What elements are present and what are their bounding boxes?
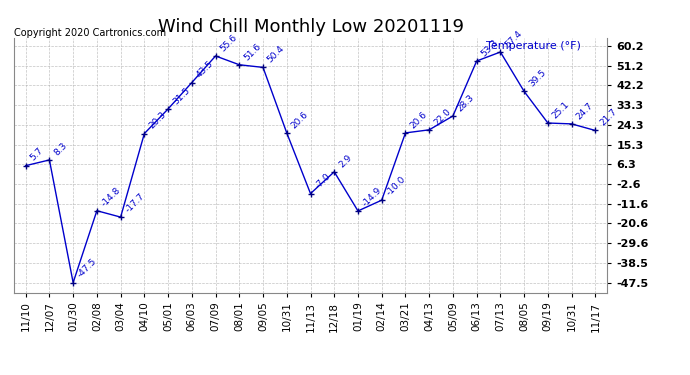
Text: 20.3: 20.3 (147, 110, 168, 131)
Text: 21.7: 21.7 (598, 107, 619, 128)
Text: 43.5: 43.5 (195, 59, 215, 80)
Text: 50.4: 50.4 (266, 44, 286, 64)
Text: 51.6: 51.6 (242, 41, 263, 62)
Text: 20.6: 20.6 (408, 110, 428, 130)
Text: -17.7: -17.7 (124, 191, 146, 214)
Text: 25.1: 25.1 (551, 100, 571, 120)
Text: 28.3: 28.3 (455, 93, 476, 113)
Text: 24.7: 24.7 (574, 101, 595, 121)
Text: 8.3: 8.3 (52, 141, 69, 157)
Text: -14.8: -14.8 (99, 185, 122, 208)
Text: 39.5: 39.5 (527, 68, 547, 88)
Text: 53.3: 53.3 (480, 38, 500, 58)
Text: 20.6: 20.6 (290, 110, 310, 130)
Text: -47.5: -47.5 (76, 257, 99, 280)
Text: 55.6: 55.6 (218, 33, 239, 53)
Text: 22.0: 22.0 (432, 106, 453, 127)
Text: Temperature (°F): Temperature (°F) (486, 41, 580, 51)
Text: -7.0: -7.0 (313, 172, 332, 191)
Text: 2.9: 2.9 (337, 153, 353, 169)
Title: Wind Chill Monthly Low 20201119: Wind Chill Monthly Low 20201119 (157, 18, 464, 36)
Text: -10.0: -10.0 (384, 174, 407, 197)
Text: Copyright 2020 Cartronics.com: Copyright 2020 Cartronics.com (14, 27, 166, 38)
Text: 31.5: 31.5 (171, 86, 191, 106)
Text: 5.7: 5.7 (28, 146, 45, 163)
Text: -14.9: -14.9 (361, 185, 384, 208)
Text: 57.4: 57.4 (503, 29, 524, 49)
